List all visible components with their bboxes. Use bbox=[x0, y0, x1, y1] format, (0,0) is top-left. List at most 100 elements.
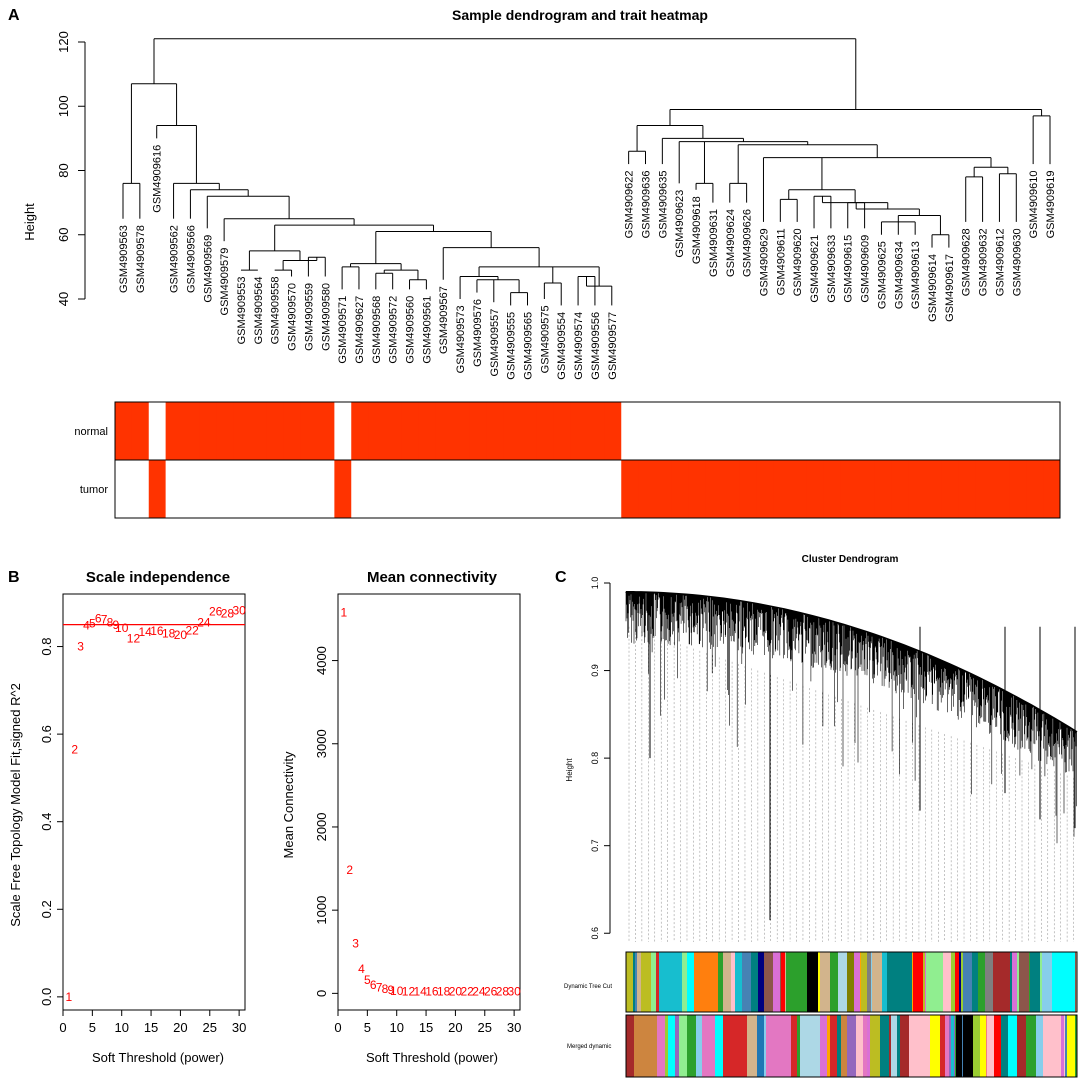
module-color-segment bbox=[900, 1015, 909, 1077]
plot-frame bbox=[337, 593, 521, 1011]
heatmap-cell bbox=[925, 402, 943, 460]
module-color-segment bbox=[807, 952, 811, 1012]
module-color-segment bbox=[635, 952, 637, 1012]
leaf-label: GSM4909609 bbox=[860, 235, 872, 303]
color-row-label-dynamic: Dynamic Tree Cut bbox=[564, 984, 612, 990]
module-color-segment bbox=[880, 1015, 889, 1077]
module-color-segment bbox=[872, 952, 882, 1012]
ytick-label: 2000 bbox=[314, 812, 329, 841]
heatmap-cell bbox=[401, 402, 420, 460]
module-color-segment bbox=[980, 1015, 986, 1077]
heatmap-cell bbox=[874, 460, 892, 518]
leaf-label: GSM4909579 bbox=[219, 248, 231, 316]
module-color-segment bbox=[691, 1015, 696, 1077]
heatmap-cell bbox=[925, 460, 943, 518]
module-color-segment bbox=[820, 1015, 827, 1077]
mean-connectivity-title: Mean connectivity bbox=[367, 569, 498, 586]
heatmap-cell bbox=[638, 402, 656, 460]
heatmap-cell bbox=[1009, 402, 1027, 460]
leaf-label: GSM4909621 bbox=[809, 235, 821, 303]
heatmap-cell bbox=[790, 402, 808, 460]
module-color-segment bbox=[735, 952, 742, 1012]
heatmap-cell bbox=[604, 460, 622, 518]
leaf-label: GSM4909629 bbox=[758, 228, 770, 296]
leaf-label: GSM4909565 bbox=[523, 312, 535, 380]
module-color-segment bbox=[837, 1015, 841, 1077]
leaf-label: GSM4909560 bbox=[405, 296, 417, 364]
point-label: 18 bbox=[437, 985, 451, 999]
point-label: 3 bbox=[77, 640, 84, 654]
heatmap-cell bbox=[317, 460, 335, 518]
point-label: 10 bbox=[115, 621, 129, 635]
module-color-segment bbox=[637, 952, 641, 1012]
module-color-segment bbox=[1030, 952, 1040, 1012]
module-color-segment bbox=[702, 1015, 712, 1077]
module-color-segment bbox=[973, 1015, 980, 1077]
module-color-segment bbox=[780, 952, 781, 1012]
ytick-label: 3000 bbox=[314, 729, 329, 758]
module-color-segment bbox=[820, 952, 830, 1012]
heatmap-cell bbox=[655, 460, 673, 518]
heatmap-cell bbox=[908, 402, 926, 460]
point-label: 16 bbox=[425, 985, 439, 999]
sample-dendrogram-title: Sample dendrogram and trait heatmap bbox=[452, 7, 708, 23]
module-color-segment bbox=[1040, 952, 1042, 1012]
module-color-segment bbox=[1064, 1015, 1065, 1077]
module-color-segment bbox=[871, 952, 872, 1012]
heatmap-cell bbox=[351, 460, 369, 518]
point-label: 18 bbox=[162, 626, 176, 640]
module-color-segment bbox=[731, 952, 735, 1012]
xtick-label: 30 bbox=[507, 1020, 521, 1035]
heatmap-cell bbox=[536, 402, 555, 460]
heatmap-cell bbox=[941, 402, 960, 460]
heatmap-cell bbox=[131, 402, 150, 460]
heatmap-cell bbox=[1026, 460, 1044, 518]
leaf-label: GSM4909554 bbox=[556, 312, 568, 380]
leaf-label: GSM4909563 bbox=[118, 225, 130, 293]
module-color-segment bbox=[986, 1015, 987, 1077]
leaf-label: GSM4909618 bbox=[691, 196, 703, 264]
module-color-segment bbox=[1008, 1015, 1017, 1077]
point-label: 1 bbox=[341, 605, 348, 619]
module-color-segment bbox=[634, 1015, 657, 1077]
ytick-label: 100 bbox=[56, 95, 71, 117]
point-label: 12 bbox=[127, 632, 141, 646]
point-label: 4 bbox=[358, 962, 365, 976]
ytick-label: 0.4 bbox=[39, 813, 54, 831]
module-color-segment bbox=[951, 952, 955, 1012]
heatmap-cell bbox=[587, 402, 605, 460]
heatmap-cell bbox=[351, 402, 369, 460]
module-color-segment bbox=[961, 952, 963, 1012]
heatmap-cell bbox=[182, 460, 200, 518]
module-color-segment bbox=[764, 952, 773, 1012]
heatmap-cell bbox=[486, 402, 504, 460]
module-color-segment bbox=[1019, 952, 1029, 1012]
module-color-segment bbox=[659, 952, 682, 1012]
module-color-segment bbox=[854, 952, 860, 1012]
module-color-segment bbox=[641, 952, 651, 1012]
module-color-segment bbox=[897, 1015, 900, 1077]
heatmap-cell bbox=[908, 460, 926, 518]
module-color-segment bbox=[913, 952, 923, 1012]
heatmap-cell bbox=[334, 402, 352, 460]
heatmap-cell bbox=[722, 460, 740, 518]
module-color-segment bbox=[1001, 1015, 1008, 1077]
xtick-label: 0 bbox=[334, 1020, 341, 1035]
leaf-label: GSM4909636 bbox=[640, 171, 652, 239]
leaf-label: GSM4909576 bbox=[472, 299, 484, 367]
leaf-label: GSM4909623 bbox=[674, 190, 686, 258]
ytick-label: 0.7 bbox=[590, 839, 600, 852]
point-label: 5 bbox=[89, 616, 96, 630]
dendrogram-branches bbox=[625, 591, 1077, 844]
module-color-segment bbox=[715, 1015, 723, 1077]
point-label: 22 bbox=[460, 985, 474, 999]
panel-label-c: C bbox=[555, 569, 567, 586]
heatmap-cell bbox=[469, 402, 487, 460]
sample-dendrogram-yaxis: 40 60 80 100 120 bbox=[56, 31, 86, 306]
ytick-label: 0.9 bbox=[590, 664, 600, 677]
module-color-segment bbox=[847, 1015, 856, 1077]
heatmap-cell bbox=[131, 460, 150, 518]
heatmap-cell bbox=[671, 402, 690, 460]
heatmap-cell bbox=[857, 460, 875, 518]
leaf-label: GSM4909558 bbox=[270, 277, 282, 345]
